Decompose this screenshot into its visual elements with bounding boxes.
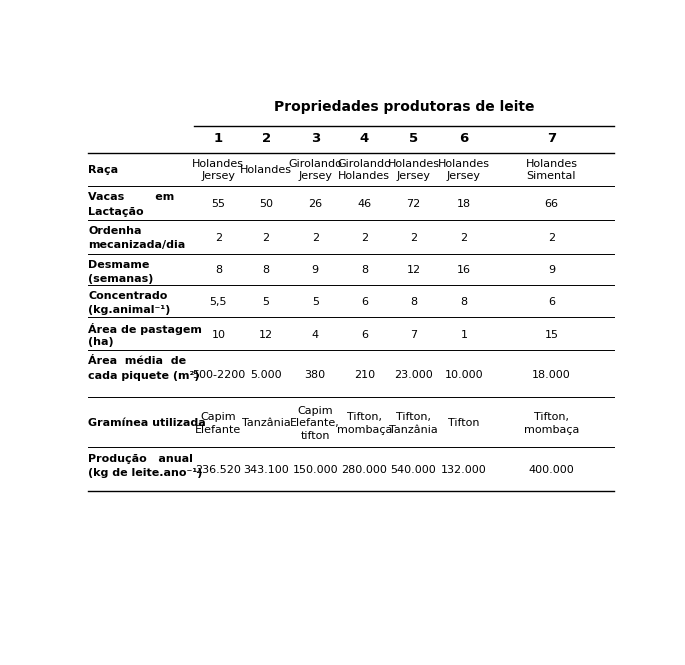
Text: 400.000: 400.000 (529, 465, 574, 475)
Text: 55: 55 (212, 199, 225, 209)
Text: Área  média  de: Área média de (88, 356, 186, 366)
Text: (ha): (ha) (88, 337, 114, 347)
Text: 8: 8 (460, 297, 467, 307)
Text: 66: 66 (545, 199, 558, 209)
Text: Ordenha: Ordenha (88, 225, 142, 235)
Text: Concentrado: Concentrado (88, 291, 168, 301)
Text: Holandes
Jersey: Holandes Jersey (438, 159, 490, 182)
Text: 2: 2 (262, 132, 271, 145)
Text: 6: 6 (361, 330, 368, 340)
Text: mecanizada/dia: mecanizada/dia (88, 240, 186, 250)
Text: 8: 8 (215, 265, 222, 275)
Text: 15: 15 (545, 330, 558, 340)
Text: 1: 1 (460, 330, 467, 340)
Text: Tifton,
Tanzânia: Tifton, Tanzânia (389, 412, 438, 435)
Text: 23.000: 23.000 (394, 370, 433, 380)
Text: Holandes
Simental: Holandes Simental (525, 159, 577, 182)
Text: 2: 2 (410, 233, 417, 243)
Text: Lactação: Lactação (88, 207, 144, 217)
Text: 18: 18 (457, 199, 471, 209)
Text: 210: 210 (353, 370, 375, 380)
Text: 2: 2 (548, 233, 555, 243)
Text: Girolando
Holandes: Girolando Holandes (338, 159, 391, 182)
Text: 7: 7 (547, 132, 556, 145)
Text: 280.000: 280.000 (341, 465, 387, 475)
Text: Tifton,
mombaça: Tifton, mombaça (336, 412, 392, 435)
Text: 50: 50 (259, 199, 273, 209)
Text: Gramínea utilizada: Gramínea utilizada (88, 418, 206, 428)
Text: 10: 10 (212, 330, 225, 340)
Text: 72: 72 (406, 199, 421, 209)
Text: 150.000: 150.000 (292, 465, 338, 475)
Text: cada piquete (m²): cada piquete (m²) (88, 370, 200, 380)
Text: 2: 2 (215, 233, 222, 243)
Text: Holandes
Jersey: Holandes Jersey (192, 159, 245, 182)
Text: 9: 9 (312, 265, 319, 275)
Text: Holandes
Jersey: Holandes Jersey (388, 159, 440, 182)
Text: 6: 6 (548, 297, 555, 307)
Text: Holandes: Holandes (240, 165, 292, 175)
Text: 16: 16 (457, 265, 471, 275)
Text: Propriedades produtoras de leite: Propriedades produtoras de leite (274, 100, 534, 114)
Text: 4: 4 (360, 132, 369, 145)
Text: Capim
Elefante: Capim Elefante (195, 412, 242, 435)
Text: 12: 12 (406, 265, 421, 275)
Text: 540.000: 540.000 (390, 465, 436, 475)
Text: 10.000: 10.000 (445, 370, 483, 380)
Text: Vacas        em: Vacas em (88, 192, 175, 202)
Text: 500-2200: 500-2200 (192, 370, 245, 380)
Text: 2: 2 (312, 233, 319, 243)
Text: Tifton: Tifton (448, 418, 479, 428)
Text: (kg.animal⁻¹): (kg.animal⁻¹) (88, 305, 171, 315)
Text: Produção   anual: Produção anual (88, 454, 193, 464)
Text: Raça: Raça (88, 165, 119, 175)
Text: 18.000: 18.000 (532, 370, 571, 380)
Text: 6: 6 (459, 132, 469, 145)
Text: 4: 4 (312, 330, 319, 340)
Text: 236.520: 236.520 (195, 465, 241, 475)
Text: Desmame: Desmame (88, 260, 149, 270)
Text: 9: 9 (548, 265, 555, 275)
Text: 380: 380 (305, 370, 326, 380)
Text: Girolando
Jersey: Girolando Jersey (288, 159, 342, 182)
Text: (kg de leite.ano⁻¹): (kg de leite.ano⁻¹) (88, 468, 203, 478)
Text: (semanas): (semanas) (88, 275, 153, 285)
Text: 5,5: 5,5 (210, 297, 227, 307)
Text: Capim
Elefante,
tifton: Capim Elefante, tifton (290, 406, 340, 441)
Text: 5: 5 (262, 297, 270, 307)
Text: 8: 8 (262, 265, 270, 275)
Text: 7: 7 (410, 330, 417, 340)
Text: 1: 1 (214, 132, 223, 145)
Text: 5: 5 (312, 297, 319, 307)
Text: 6: 6 (361, 297, 368, 307)
Text: 343.100: 343.100 (243, 465, 289, 475)
Text: 3: 3 (310, 132, 320, 145)
Text: 132.000: 132.000 (441, 465, 487, 475)
Text: 5.000: 5.000 (250, 370, 282, 380)
Text: Área de pastagem: Área de pastagem (88, 323, 202, 335)
Text: 26: 26 (308, 199, 322, 209)
Text: 5: 5 (409, 132, 418, 145)
Text: Tifton,
mombaça: Tifton, mombaça (524, 412, 579, 435)
Text: 8: 8 (361, 265, 368, 275)
Text: 46: 46 (358, 199, 371, 209)
Text: 12: 12 (259, 330, 273, 340)
Text: 2: 2 (460, 233, 467, 243)
Text: Tanzânia: Tanzânia (242, 418, 290, 428)
Text: 8: 8 (410, 297, 417, 307)
Text: 2: 2 (361, 233, 368, 243)
Text: 2: 2 (262, 233, 270, 243)
